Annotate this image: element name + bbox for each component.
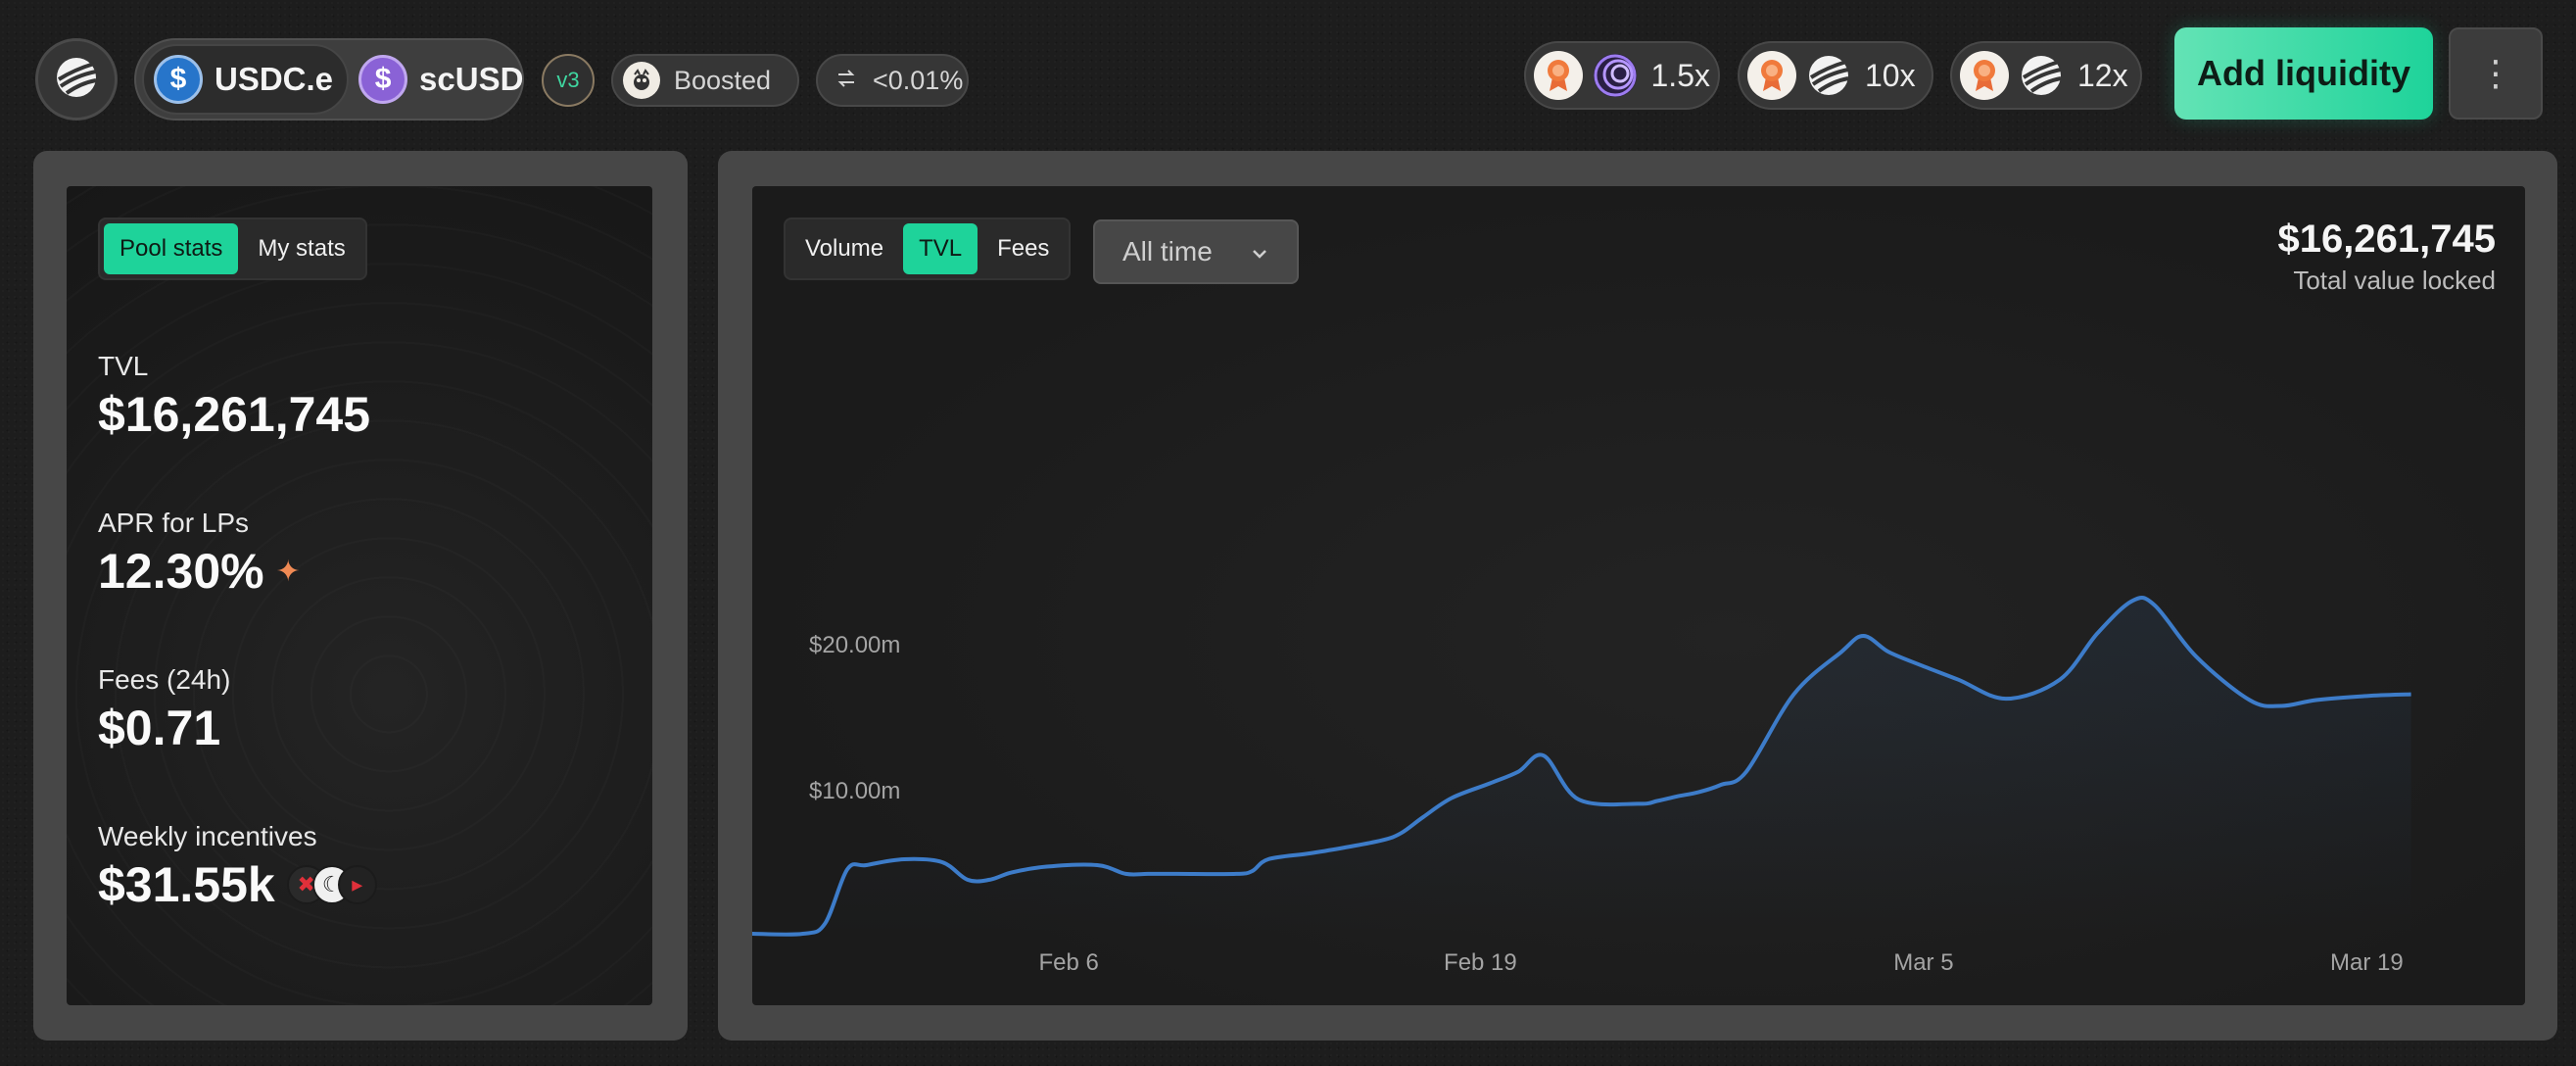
fees-label: Fees (24h) [98,664,231,695]
fee-tier-badge[interactable]: <0.01% [816,54,969,107]
multiplier-label: 10x [1865,57,1916,93]
apr-label: APR for LPs [98,508,250,538]
x-tick-label: Mar 19 [2330,949,2404,976]
boosted-badge[interactable]: Boosted [611,54,799,107]
kebab-menu-icon: ⋮ [2478,53,2513,93]
headline-value: $16,261,745 [2277,218,2496,261]
medal-icon [1960,51,2009,100]
headline-caption: Total value locked [2293,266,2496,295]
shadow-logo-icon [55,56,98,104]
tab-pool-stats[interactable]: Pool stats [104,223,239,274]
shadow-token-icon: ▸ [337,865,377,904]
incentive-tokens[interactable]: ✖ ☾ ▸ [286,865,377,904]
pool-stats-card: Pool stats My stats TVL $16,261,745 APR … [67,186,652,1005]
medal-icon [1747,51,1796,100]
swap-arrows-icon [835,68,857,94]
tab-my-stats[interactable]: My stats [258,235,346,262]
chevron-down-icon [1250,236,1269,267]
version-badge: v3 [542,54,595,107]
multiplier-label: 1.5x [1650,57,1710,93]
tvl-label: TVL [98,351,149,381]
spiral-icon [1591,51,1640,100]
tab-tvl[interactable]: TVL [903,223,978,274]
tvl-series-line[interactable] [752,596,2411,937]
incentives-label: Weekly incentives [98,821,317,851]
add-liquidity-button[interactable]: Add liquidity [2174,27,2433,120]
reward-multiplier-1[interactable]: 10x [1738,41,1933,110]
scusd-icon: $ [358,55,408,104]
token-pair[interactable]: $ USDC.e $ scUSD [134,38,524,121]
sparkle-icon[interactable]: ✦ [275,555,301,588]
y-tick-label: $20.00m [809,632,900,658]
medal-icon [1534,51,1583,100]
metric-tab-group: Volume TVL Fees [784,218,1072,280]
y-tick-label: $10.00m [809,778,900,804]
incentives-value: $31.55k [98,857,275,912]
tvl-area [752,598,2411,937]
stats-tab-group: Pool stats My stats [98,218,367,280]
apr-stat: APR for LPs 12.30% ✦ [98,508,301,600]
token-symbol: scUSD [419,61,524,97]
x-tick-label: Feb 6 [1039,949,1099,976]
x-tick-label: Feb 19 [1444,949,1517,976]
token-chip-0[interactable]: $ USDC.e [142,44,350,115]
pool-stats-panel: Pool stats My stats TVL $16,261,745 APR … [33,151,688,1041]
tvl-chart: $10.00m $20.00m Feb 6 Feb 19 Mar 5 Mar 19 [752,596,2411,976]
shadow-logo-icon [1804,51,1853,100]
apr-value: 12.30% [98,544,264,599]
boosted-label: Boosted [674,65,772,95]
reward-multiplier-0[interactable]: 1.5x [1524,41,1720,110]
fees-value: $0.71 [98,701,221,755]
fees-stat: Fees (24h) $0.71 [98,664,230,756]
fee-tier-label: <0.01% [873,65,964,95]
multiplier-label: 12x [2077,57,2128,93]
time-range-label: All time [1122,236,1213,266]
time-range-select[interactable]: All time [1093,219,1299,284]
usdc-icon: $ [154,55,203,104]
tab-volume[interactable]: Volume [805,235,884,262]
mascot-icon [623,62,660,99]
x-tick-label: Mar 5 [1893,949,1953,976]
more-options-button[interactable]: ⋮ [2449,27,2543,120]
chart-card: $10.00m $20.00m Feb 6 Feb 19 Mar 5 Mar 19 Vo… [752,186,2525,1005]
chart-headline: $16,261,745 Total value locked [2278,218,2496,296]
tab-fees[interactable]: Fees [997,235,1050,262]
tvl-value: $16,261,745 [98,387,371,442]
shadow-logo-icon [2017,51,2066,100]
incentives-stat: Weekly incentives $31.55k ✖ ☾ ▸ [98,821,377,913]
reward-multiplier-2[interactable]: 12x [1950,41,2142,110]
token-chip-1[interactable]: $ scUSD [349,44,537,115]
token-symbol: USDC.e [215,61,334,97]
chart-panel: $10.00m $20.00m Feb 6 Feb 19 Mar 5 Mar 19 Vo… [718,151,2557,1041]
app-logo-button[interactable] [35,38,118,121]
tvl-stat: TVL $16,261,745 [98,351,370,443]
